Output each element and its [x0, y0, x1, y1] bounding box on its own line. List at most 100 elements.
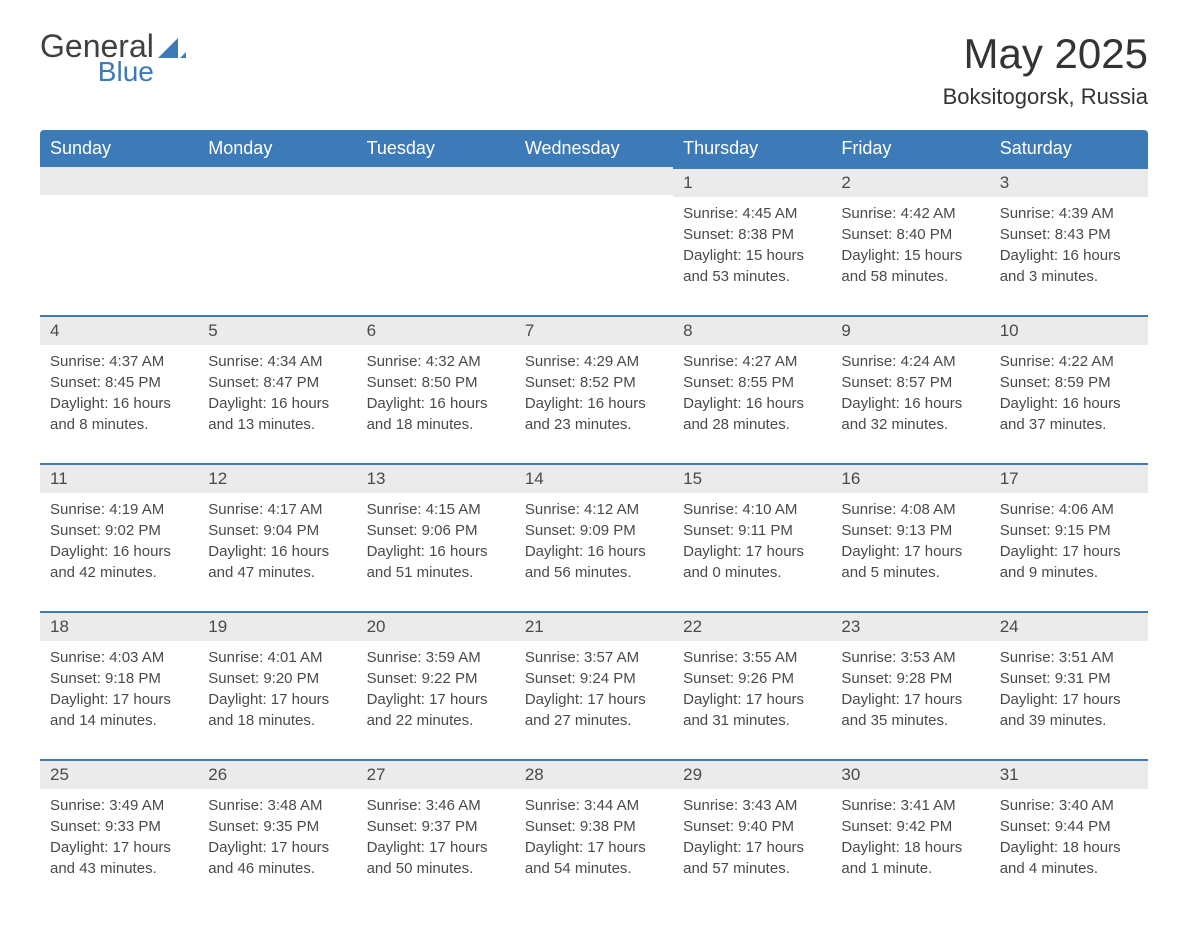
sunrise-text: Sunrise: 4:06 AM	[1000, 499, 1138, 520]
day-details: Sunrise: 4:37 AMSunset: 8:45 PMDaylight:…	[40, 345, 198, 463]
sunset-text: Sunset: 9:24 PM	[525, 668, 663, 689]
calendar-day-cell: 12Sunrise: 4:17 AMSunset: 9:04 PMDayligh…	[198, 463, 356, 611]
sunset-text: Sunset: 8:47 PM	[208, 372, 346, 393]
sunrise-text: Sunrise: 3:49 AM	[50, 795, 188, 816]
weekday-header: Tuesday	[357, 130, 515, 167]
sunset-text: Sunset: 9:18 PM	[50, 668, 188, 689]
sunrise-text: Sunrise: 4:15 AM	[367, 499, 505, 520]
daylight-text: Daylight: 17 hours and 22 minutes.	[367, 689, 505, 731]
sunset-text: Sunset: 9:11 PM	[683, 520, 821, 541]
sunrise-text: Sunrise: 4:08 AM	[841, 499, 979, 520]
daylight-text: Daylight: 16 hours and 51 minutes.	[367, 541, 505, 583]
day-details: Sunrise: 4:27 AMSunset: 8:55 PMDaylight:…	[673, 345, 831, 463]
calendar-day-cell: 14Sunrise: 4:12 AMSunset: 9:09 PMDayligh…	[515, 463, 673, 611]
calendar-day-cell: 1Sunrise: 4:45 AMSunset: 8:38 PMDaylight…	[673, 167, 831, 315]
calendar-day-cell	[515, 167, 673, 315]
day-details: Sunrise: 4:19 AMSunset: 9:02 PMDaylight:…	[40, 493, 198, 611]
sunrise-text: Sunrise: 4:37 AM	[50, 351, 188, 372]
daylight-text: Daylight: 17 hours and 27 minutes.	[525, 689, 663, 731]
day-number: 12	[198, 463, 356, 493]
day-number: 10	[990, 315, 1148, 345]
sunset-text: Sunset: 8:55 PM	[683, 372, 821, 393]
sunset-text: Sunset: 9:26 PM	[683, 668, 821, 689]
sunrise-text: Sunrise: 3:55 AM	[683, 647, 821, 668]
day-details: Sunrise: 3:46 AMSunset: 9:37 PMDaylight:…	[357, 789, 515, 907]
sunset-text: Sunset: 8:57 PM	[841, 372, 979, 393]
day-number: 4	[40, 315, 198, 345]
calendar-day-cell	[40, 167, 198, 315]
day-number: 16	[831, 463, 989, 493]
sunrise-text: Sunrise: 3:57 AM	[525, 647, 663, 668]
day-number: 28	[515, 759, 673, 789]
daylight-text: Daylight: 18 hours and 4 minutes.	[1000, 837, 1138, 879]
calendar-day-cell: 23Sunrise: 3:53 AMSunset: 9:28 PMDayligh…	[831, 611, 989, 759]
weekday-header: Wednesday	[515, 130, 673, 167]
calendar-day-cell: 10Sunrise: 4:22 AMSunset: 8:59 PMDayligh…	[990, 315, 1148, 463]
calendar-day-cell: 19Sunrise: 4:01 AMSunset: 9:20 PMDayligh…	[198, 611, 356, 759]
day-details: Sunrise: 4:15 AMSunset: 9:06 PMDaylight:…	[357, 493, 515, 611]
daylight-text: Daylight: 17 hours and 5 minutes.	[841, 541, 979, 583]
day-details: Sunrise: 3:57 AMSunset: 9:24 PMDaylight:…	[515, 641, 673, 759]
sunset-text: Sunset: 9:06 PM	[367, 520, 505, 541]
sunset-text: Sunset: 9:22 PM	[367, 668, 505, 689]
calendar-day-cell: 28Sunrise: 3:44 AMSunset: 9:38 PMDayligh…	[515, 759, 673, 907]
calendar-day-cell: 4Sunrise: 4:37 AMSunset: 8:45 PMDaylight…	[40, 315, 198, 463]
sunset-text: Sunset: 8:45 PM	[50, 372, 188, 393]
day-number	[357, 167, 515, 195]
day-number: 26	[198, 759, 356, 789]
day-details	[357, 195, 515, 250]
sunset-text: Sunset: 8:43 PM	[1000, 224, 1138, 245]
day-details: Sunrise: 4:12 AMSunset: 9:09 PMDaylight:…	[515, 493, 673, 611]
day-number: 22	[673, 611, 831, 641]
day-number: 11	[40, 463, 198, 493]
sunrise-text: Sunrise: 4:12 AM	[525, 499, 663, 520]
day-details: Sunrise: 4:29 AMSunset: 8:52 PMDaylight:…	[515, 345, 673, 463]
weekday-header: Saturday	[990, 130, 1148, 167]
calendar-day-cell: 30Sunrise: 3:41 AMSunset: 9:42 PMDayligh…	[831, 759, 989, 907]
daylight-text: Daylight: 17 hours and 50 minutes.	[367, 837, 505, 879]
day-number	[515, 167, 673, 195]
sunset-text: Sunset: 9:44 PM	[1000, 816, 1138, 837]
day-details: Sunrise: 4:39 AMSunset: 8:43 PMDaylight:…	[990, 197, 1148, 315]
calendar-header: SundayMondayTuesdayWednesdayThursdayFrid…	[40, 130, 1148, 167]
day-details: Sunrise: 3:55 AMSunset: 9:26 PMDaylight:…	[673, 641, 831, 759]
calendar-day-cell: 26Sunrise: 3:48 AMSunset: 9:35 PMDayligh…	[198, 759, 356, 907]
calendar-day-cell: 22Sunrise: 3:55 AMSunset: 9:26 PMDayligh…	[673, 611, 831, 759]
day-details: Sunrise: 3:49 AMSunset: 9:33 PMDaylight:…	[40, 789, 198, 907]
day-details: Sunrise: 4:22 AMSunset: 8:59 PMDaylight:…	[990, 345, 1148, 463]
sunset-text: Sunset: 9:42 PM	[841, 816, 979, 837]
sunrise-text: Sunrise: 3:59 AM	[367, 647, 505, 668]
day-details: Sunrise: 3:59 AMSunset: 9:22 PMDaylight:…	[357, 641, 515, 759]
day-number: 30	[831, 759, 989, 789]
daylight-text: Daylight: 16 hours and 3 minutes.	[1000, 245, 1138, 287]
sunrise-text: Sunrise: 4:10 AM	[683, 499, 821, 520]
day-number: 15	[673, 463, 831, 493]
calendar-week-row: 1Sunrise: 4:45 AMSunset: 8:38 PMDaylight…	[40, 167, 1148, 315]
logo-triangle-icon	[158, 38, 186, 62]
header: General Blue May 2025 Boksitogorsk, Russ…	[40, 30, 1148, 110]
sunset-text: Sunset: 8:59 PM	[1000, 372, 1138, 393]
weekday-header: Sunday	[40, 130, 198, 167]
sunset-text: Sunset: 9:28 PM	[841, 668, 979, 689]
day-number: 24	[990, 611, 1148, 641]
daylight-text: Daylight: 17 hours and 57 minutes.	[683, 837, 821, 879]
sunrise-text: Sunrise: 3:46 AM	[367, 795, 505, 816]
calendar-day-cell: 29Sunrise: 3:43 AMSunset: 9:40 PMDayligh…	[673, 759, 831, 907]
calendar-day-cell: 21Sunrise: 3:57 AMSunset: 9:24 PMDayligh…	[515, 611, 673, 759]
sunset-text: Sunset: 9:31 PM	[1000, 668, 1138, 689]
day-details: Sunrise: 4:32 AMSunset: 8:50 PMDaylight:…	[357, 345, 515, 463]
calendar-day-cell: 20Sunrise: 3:59 AMSunset: 9:22 PMDayligh…	[357, 611, 515, 759]
sunrise-text: Sunrise: 4:45 AM	[683, 203, 821, 224]
sunrise-text: Sunrise: 4:19 AM	[50, 499, 188, 520]
daylight-text: Daylight: 17 hours and 31 minutes.	[683, 689, 821, 731]
daylight-text: Daylight: 16 hours and 23 minutes.	[525, 393, 663, 435]
day-number: 14	[515, 463, 673, 493]
day-number: 6	[357, 315, 515, 345]
sunrise-text: Sunrise: 3:53 AM	[841, 647, 979, 668]
sunset-text: Sunset: 9:13 PM	[841, 520, 979, 541]
calendar-day-cell: 31Sunrise: 3:40 AMSunset: 9:44 PMDayligh…	[990, 759, 1148, 907]
daylight-text: Daylight: 15 hours and 58 minutes.	[841, 245, 979, 287]
calendar-day-cell: 9Sunrise: 4:24 AMSunset: 8:57 PMDaylight…	[831, 315, 989, 463]
sunrise-text: Sunrise: 3:41 AM	[841, 795, 979, 816]
day-number: 29	[673, 759, 831, 789]
